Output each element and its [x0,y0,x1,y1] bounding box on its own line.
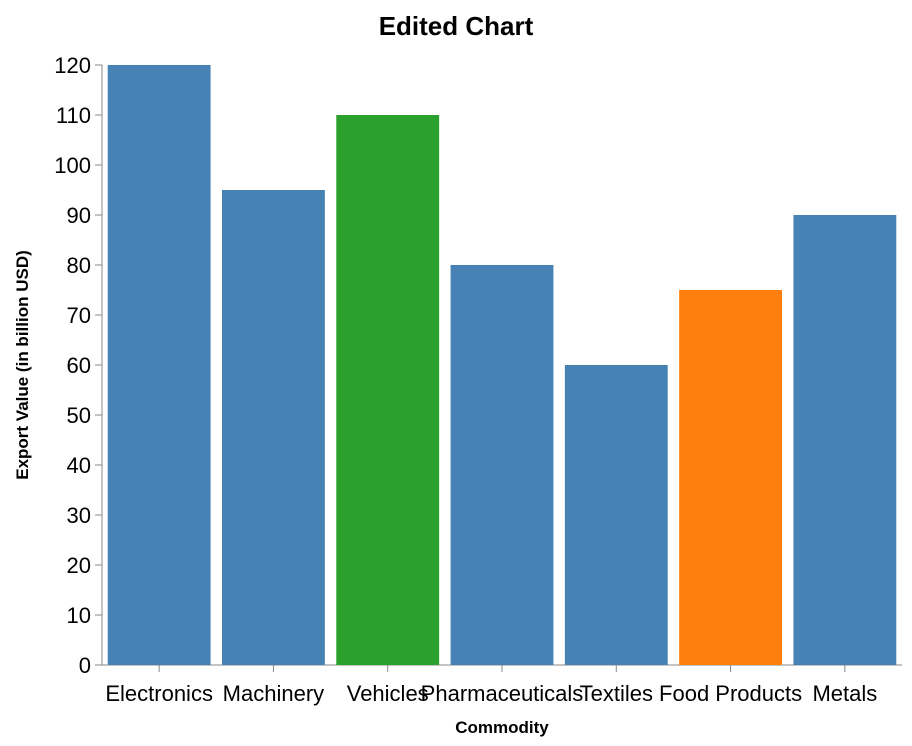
bar-metals [793,215,897,665]
y-tick-label: 70 [67,303,91,328]
y-tick-label: 10 [67,603,91,628]
chart-title: Edited Chart [379,11,534,41]
bar-textiles [564,365,668,665]
x-tick-label: Electronics [105,681,213,706]
x-tick-label: Metals [812,681,877,706]
y-tick-label: 110 [56,103,91,128]
y-axis: 0 10 20 30 40 50 60 70 80 90 100 110 120 [54,53,103,678]
y-tick-label: 0 [79,653,91,678]
y-tick-label: 20 [67,553,91,578]
y-tick-label: 100 [54,153,91,178]
y-tick-label: 30 [67,503,91,528]
x-tick-label: Food Products [659,681,802,706]
y-tick-label: 120 [54,53,91,78]
y-axis-title: Export Value (in billion USD) [13,250,32,480]
bar-pharmaceuticals [450,265,554,665]
x-tick-label: Pharmaceuticals [421,681,584,706]
bar-vehicles [336,115,440,665]
x-tick-label: Vehicles [347,681,429,706]
y-tick-label: 80 [67,253,91,278]
y-tick-label: 60 [67,353,91,378]
y-tick-label: 50 [67,403,91,428]
x-axis: Electronics Machinery VehiclesPharmaceutic… [102,664,902,706]
x-tick-label: Machinery [223,681,324,706]
y-tick-label: 90 [67,203,91,228]
bar-electronics [107,65,211,665]
bars [107,65,897,665]
bar-food-products [679,290,782,665]
bar-machinery [222,190,325,665]
x-tick-label: Textiles [580,681,653,706]
y-tick-label: 40 [67,453,91,478]
x-axis-title: Commodity [455,718,549,737]
